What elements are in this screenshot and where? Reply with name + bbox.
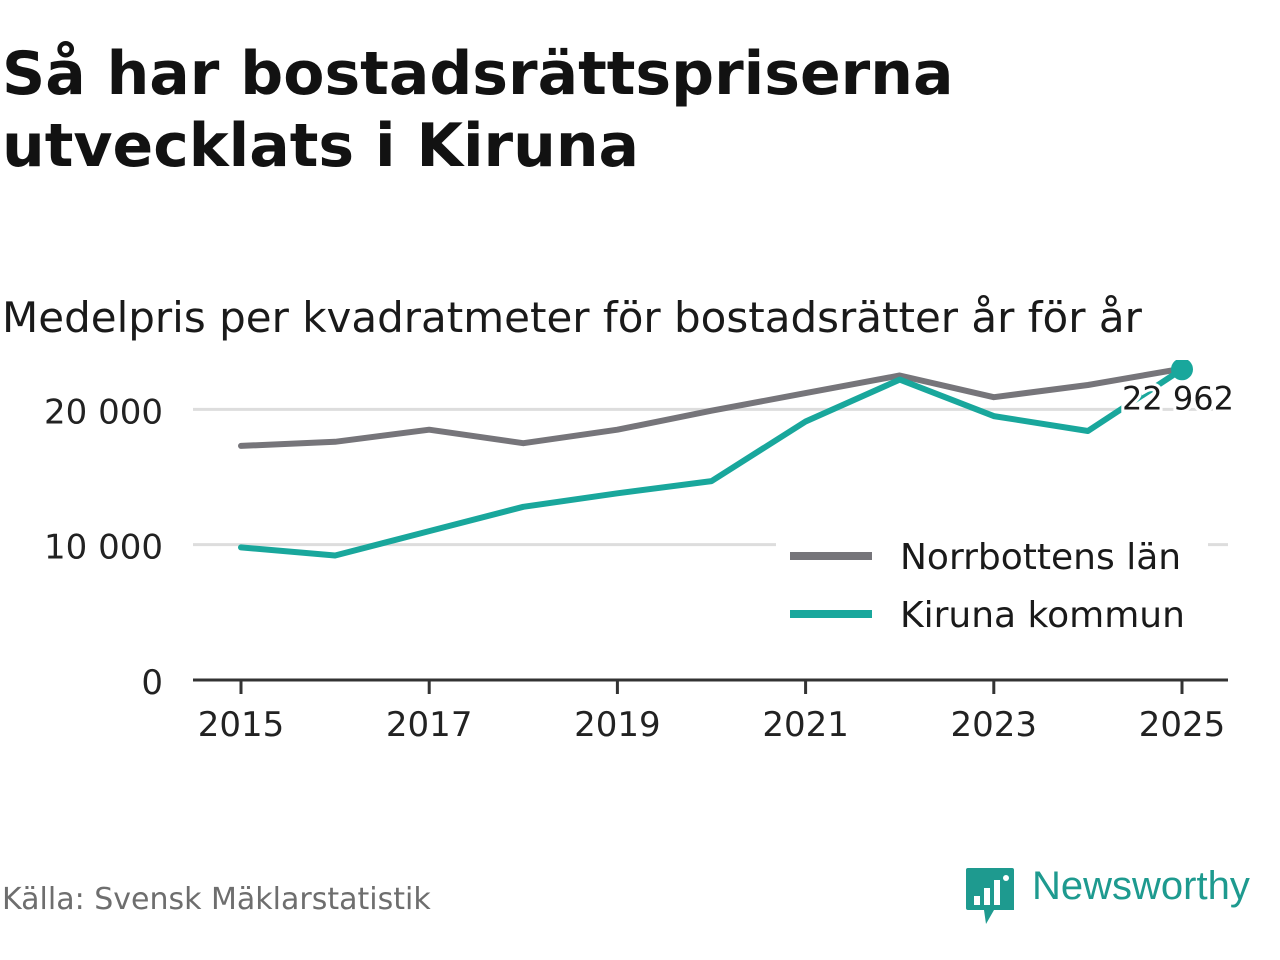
chart-subtitle: Medelpris per kvadratmeter för bostadsrä… bbox=[2, 293, 1142, 342]
y-tick-label: 0 bbox=[141, 663, 163, 703]
legend-background bbox=[776, 526, 1208, 644]
x-axis: 2015 2017 2019 2021 2023 2025 bbox=[193, 678, 1228, 745]
legend-label-kiruna: Kiruna kommun bbox=[900, 595, 1185, 636]
x-tick-label: 2025 bbox=[1139, 705, 1226, 745]
y-tick-label: 20 000 bbox=[44, 392, 163, 432]
x-tick-label: 2019 bbox=[574, 705, 661, 745]
brand-name: Newsworthy bbox=[1032, 864, 1250, 908]
newsworthy-logo-icon bbox=[966, 868, 1014, 924]
annotation-kiruna: 22 962 bbox=[1122, 379, 1234, 417]
y-tick-label: 10 000 bbox=[44, 528, 163, 568]
series-line-norrbotten bbox=[238, 365, 1185, 449]
legend: Norrbottens län Kiruna kommun bbox=[776, 526, 1208, 644]
x-tick-label: 2021 bbox=[762, 705, 849, 745]
y-axis: 0 10 000 20 000 bbox=[44, 392, 163, 703]
source-note: Källa: Svensk Mäklarstatistik bbox=[2, 882, 431, 917]
end-marker-kiruna bbox=[1171, 360, 1193, 381]
chart-title: Så har bostadsrättspriserna utvecklats i… bbox=[2, 39, 954, 181]
series-lines bbox=[238, 360, 1193, 559]
legend-label-norrbotten: Norrbottens län bbox=[900, 537, 1181, 578]
x-tick-label: 2017 bbox=[386, 705, 473, 745]
x-tick-label: 2015 bbox=[198, 705, 285, 745]
x-tick-label: 2023 bbox=[951, 705, 1038, 745]
annotations: 23 00722 962 bbox=[1119, 376, 1237, 420]
